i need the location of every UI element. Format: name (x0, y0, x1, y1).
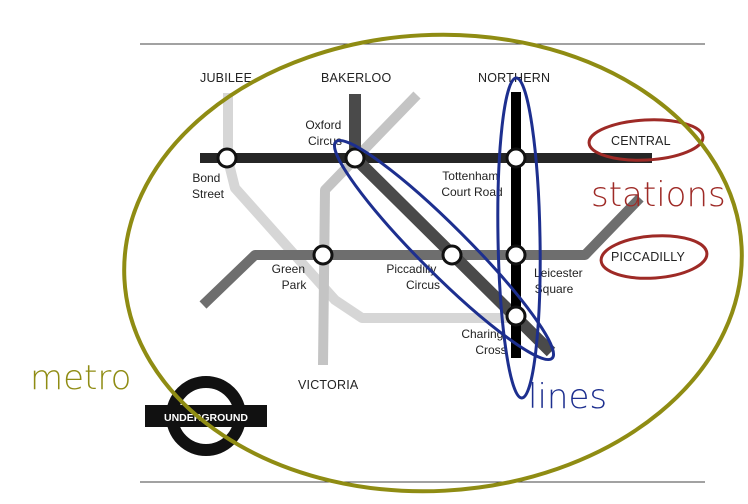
station-green-park[interactable] (312, 244, 334, 266)
label-jubilee: JUBILEE (200, 71, 252, 85)
victoria-line (318, 91, 421, 366)
label-central: CENTRAL (611, 134, 671, 148)
label-victoria: VICTORIA (298, 378, 359, 392)
station-tottenham-court-road[interactable] (505, 147, 527, 169)
label-piccadilly: PICCADILLY (611, 250, 685, 264)
central-highlight-oval (587, 118, 705, 162)
label-oxford-circus: Oxford Circus (305, 118, 344, 148)
station-piccadilly-circus[interactable] (441, 244, 463, 266)
label-bond-street: Bond Street (192, 171, 225, 201)
station-bond-street[interactable] (216, 147, 238, 169)
annotation-stations: stations (591, 175, 726, 215)
station-charing-cross[interactable] (505, 305, 527, 327)
bakerloo-highlight-ellipse (332, 138, 556, 362)
label-bakerloo: BAKERLOO (321, 71, 391, 85)
logo-text: UNDERGROUND (164, 412, 248, 424)
annotation-metro: metro (30, 358, 131, 398)
station-leicester-square[interactable] (505, 244, 527, 266)
annotation-lines: lines (528, 377, 607, 417)
station-oxford-circus[interactable] (344, 147, 366, 169)
label-green-park: Green Park (272, 262, 309, 292)
label-tottenham-court-road: Tottenham Court Road (441, 169, 502, 199)
label-charing-cross: Charing Cross (461, 327, 506, 357)
label-leicester-square: Leicester Square (534, 266, 586, 296)
underground-logo: UNDERGROUND (145, 376, 267, 456)
piccadilly-highlight-oval (599, 234, 709, 280)
metro-highlight-ellipse (122, 32, 744, 494)
northern-highlight-ellipse (496, 76, 542, 400)
label-piccadilly-circus: Piccadilly Circus (386, 262, 440, 292)
piccadilly-line (199, 194, 644, 309)
